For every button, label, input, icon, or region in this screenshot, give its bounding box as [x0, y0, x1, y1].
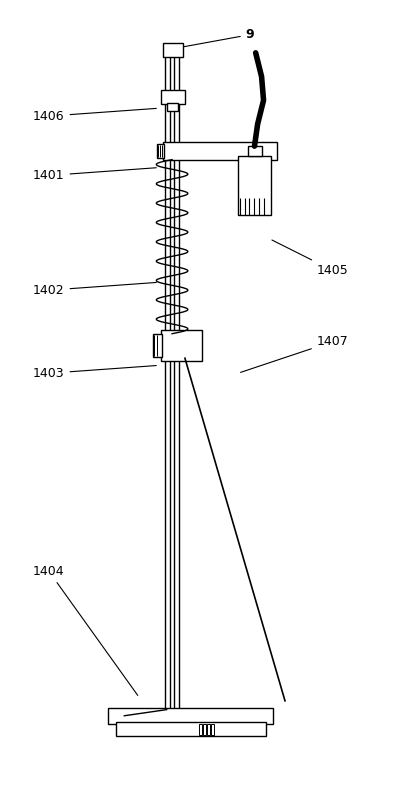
Text: 9: 9 — [183, 28, 254, 47]
Text: 1405: 1405 — [272, 240, 349, 277]
Bar — [157, 144, 164, 158]
Bar — [173, 53, 179, 718]
Bar — [211, 724, 214, 735]
Bar — [116, 723, 266, 736]
Bar — [207, 724, 210, 735]
Text: 1403: 1403 — [33, 365, 156, 380]
Bar — [163, 43, 183, 57]
Bar — [203, 724, 206, 735]
Bar — [161, 330, 202, 361]
Bar — [163, 142, 278, 160]
Bar — [108, 708, 274, 724]
Bar — [248, 146, 262, 156]
Text: 1402: 1402 — [33, 283, 156, 297]
Bar — [165, 53, 170, 718]
Bar — [199, 724, 202, 735]
Bar — [167, 102, 178, 110]
Text: 1404: 1404 — [33, 565, 138, 696]
Text: 1401: 1401 — [33, 168, 156, 182]
Bar — [153, 333, 162, 357]
Text: 1407: 1407 — [241, 335, 349, 372]
Text: 1406: 1406 — [33, 109, 156, 122]
Bar — [161, 90, 185, 104]
Bar — [238, 156, 272, 215]
